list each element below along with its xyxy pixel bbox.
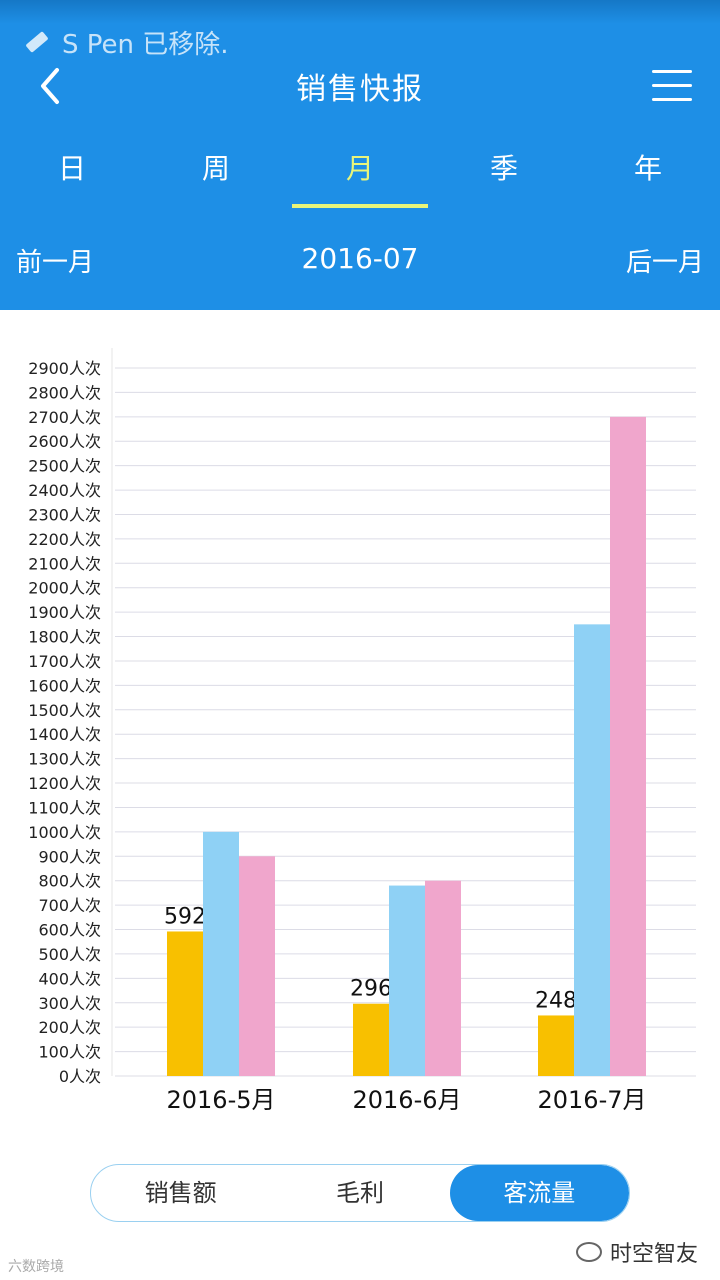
y-tick-label: 2700人次 [28,408,101,427]
data-label: 248 [535,988,577,1013]
x-tick-label: 2016-6月 [352,1086,461,1114]
back-button[interactable] [26,62,74,110]
y-tick-label: 2000人次 [28,579,101,598]
watermark-right: 时空智友 [575,1236,698,1268]
watermark-left: 六数跨境 [8,1259,64,1275]
current-period: 2016-07 [301,242,419,275]
y-tick-label: 600人次 [38,921,101,940]
bar [610,416,646,1076]
y-tick-label: 2300人次 [28,505,101,524]
bar [574,624,610,1076]
bar [167,931,203,1076]
metric-toggle: 销售额 毛利 客流量 [90,1164,630,1222]
bar [389,885,425,1076]
y-tick-label: 100人次 [38,1043,101,1062]
y-tick-label: 1800人次 [28,628,101,647]
y-tick-label: 2800人次 [28,383,101,402]
bar [353,1003,389,1076]
y-tick-label: 2400人次 [28,481,101,500]
y-tick-label: 1600人次 [28,676,101,695]
y-tick-label: 1200人次 [28,774,101,793]
page-title: 销售快报 [296,72,424,107]
y-tick-label: 2100人次 [28,554,101,573]
y-tick-label: 200人次 [38,1018,101,1037]
y-tick-label: 1100人次 [28,798,101,817]
notification-text: S Pen 已移除. [62,29,229,60]
toggle-sales[interactable]: 销售额 [144,1179,217,1207]
y-tick-label: 700人次 [38,896,101,915]
pen-icon [25,31,49,53]
watermark-right-text: 时空智友 [609,1242,698,1267]
y-tick-label: 0人次 [59,1067,101,1086]
y-tick-label: 1500人次 [28,701,101,720]
title-bar: 销售快报 [0,56,720,116]
x-tick-label: 2016-5月 [166,1086,275,1114]
y-tick-label: 900人次 [38,847,101,866]
period-navigator: 前一月 2016-07 后一月 [0,236,720,286]
bar [203,831,239,1076]
menu-button[interactable] [652,64,694,104]
next-month-button[interactable]: 后一月 [625,248,704,278]
prev-month-button[interactable]: 前一月 [16,248,95,278]
tab-quarter[interactable]: 季 [489,152,518,185]
bar [425,880,461,1076]
y-tick-label: 400人次 [38,969,101,988]
bar [538,1015,574,1076]
tab-week[interactable]: 周 [201,152,230,185]
period-tabs: 日 周 月 季 年 [0,140,720,210]
bar [239,856,275,1076]
chevron-left-icon [41,68,59,104]
y-tick-label: 800人次 [38,872,101,891]
app-header: S Pen 已移除. 销售快报 日 周 月 季 年 前一月 2016-07 后一… [0,0,720,310]
wechat-icon [575,1242,602,1262]
y-tick-label: 1300人次 [28,750,101,769]
tab-day[interactable]: 日 [57,152,86,185]
y-tick-label: 1400人次 [28,725,101,744]
notification: S Pen 已移除. [25,24,229,60]
y-tick-label: 2200人次 [28,530,101,549]
data-label: 296 [350,977,392,1002]
menu-icon [652,70,692,73]
tab-month[interactable]: 月 [288,140,432,210]
data-label: 592 [164,904,206,929]
y-tick-label: 1700人次 [28,652,101,671]
toggle-traffic[interactable]: 客流量 [449,1165,629,1221]
y-tick-label: 2600人次 [28,432,101,451]
tab-year[interactable]: 年 [633,152,662,185]
y-tick-label: 1900人次 [28,603,101,622]
y-tick-label: 500人次 [38,945,101,964]
y-tick-label: 2500人次 [28,457,101,476]
chart-svg: 0人次 100人次 200人次 300人次 400人次 500人次 600人次 700人次 80… [28,348,696,1114]
bar-chart: 0人次 100人次 200人次 300人次 400人次 500人次 600人次 700人次 80… [0,330,720,1130]
status-bar [0,0,720,24]
toggle-profit[interactable]: 毛利 [335,1179,384,1207]
y-tick-label: 1000人次 [28,823,101,842]
y-tick-label: 300人次 [38,994,101,1013]
x-tick-label: 2016-7月 [537,1086,646,1114]
y-tick-label: 2900人次 [28,359,101,378]
